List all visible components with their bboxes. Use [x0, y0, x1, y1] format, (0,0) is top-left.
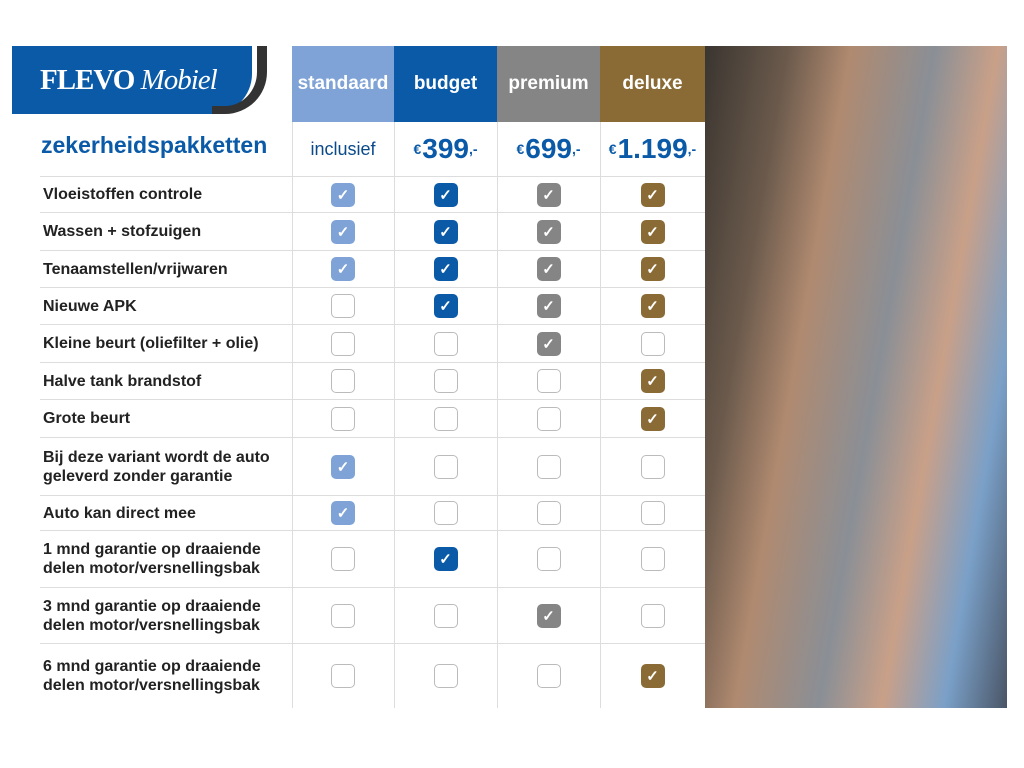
package-price-standaard: inclusief	[310, 138, 376, 159]
feature-row: Auto kan direct mee ✓	[40, 495, 705, 530]
checkbox-empty-icon	[536, 664, 561, 688]
checkbox-checked-icon: ✓	[331, 454, 355, 479]
brand-logo: FLEVO Mobiel	[12, 46, 267, 114]
checkbox-checked-icon: ✓	[640, 406, 665, 431]
checkbox-empty-icon	[536, 547, 561, 571]
checkbox-empty-icon	[536, 454, 561, 479]
feature-label: Tenaamstellen/vrijwaren	[43, 260, 228, 278]
feature-row: Halve tank brandstof ✓	[40, 362, 705, 399]
checkbox-empty-icon	[331, 294, 355, 318]
checkbox-checked-icon: ✓	[536, 294, 561, 318]
checkbox-empty-icon	[433, 603, 458, 628]
checkbox-checked-icon: ✓	[536, 603, 561, 628]
checkbox-checked-icon: ✓	[331, 182, 355, 207]
checkbox-checked-icon: ✓	[536, 219, 561, 244]
checkbox-checked-icon: ✓	[640, 369, 665, 393]
checkbox-empty-icon	[640, 331, 665, 356]
checkbox-empty-icon	[536, 406, 561, 431]
feature-row: Wassen + stofzuigen ✓ ✓ ✓ ✓	[40, 212, 705, 250]
package-price-budget: €399 ,-	[413, 133, 478, 164]
feature-label: 1 mnd garantie op draaiende delen motor/…	[43, 541, 261, 577]
feature-row: Bij deze variant wordt de auto geleverd …	[40, 437, 705, 495]
checkbox-checked-icon: ✓	[640, 257, 665, 281]
feature-row: 3 mnd garantie op draaiende delen motor/…	[40, 587, 705, 643]
column-divider	[394, 122, 395, 708]
checkbox-checked-icon: ✓	[640, 182, 665, 207]
package-price-premium: €699 ,-	[516, 133, 581, 164]
checkbox-checked-icon: ✓	[536, 331, 561, 356]
feature-row: Kleine beurt (oliefilter + olie) ✓	[40, 324, 705, 362]
feature-row: Tenaamstellen/vrijwaren ✓ ✓ ✓ ✓	[40, 250, 705, 287]
feature-label: 6 mnd garantie op draaiende delen motor/…	[43, 658, 261, 694]
feature-label: Wassen + stofzuigen	[43, 223, 202, 240]
package-header-budget: budget	[394, 46, 497, 122]
page-title: zekerheidspakketten	[41, 132, 268, 158]
checkbox-checked-icon: ✓	[640, 219, 665, 244]
column-divider	[292, 122, 293, 708]
checkbox-empty-icon	[433, 501, 458, 525]
checkbox-empty-icon	[640, 547, 665, 571]
feature-label: Nieuwe APK	[43, 297, 137, 315]
checkbox-checked-icon: ✓	[331, 219, 355, 244]
checkbox-empty-icon	[433, 369, 458, 393]
feature-row: Nieuwe APK ✓ ✓ ✓	[40, 287, 705, 324]
couple-in-car-photo	[705, 46, 1007, 708]
checkbox-checked-icon: ✓	[640, 294, 665, 318]
checkbox-empty-icon	[331, 664, 355, 688]
feature-label: 3 mnd garantie op draaiende delen motor/…	[43, 597, 261, 634]
checkbox-empty-icon	[331, 603, 355, 628]
checkbox-empty-icon	[433, 454, 458, 479]
package-header-standaard: standaard	[292, 46, 394, 122]
checkbox-checked-icon: ✓	[331, 257, 355, 281]
checkbox-empty-icon	[640, 603, 665, 628]
checkbox-checked-icon: ✓	[331, 501, 355, 525]
feature-label: Kleine beurt (oliefilter + olie)	[43, 335, 259, 352]
package-price-deluxe: €1.199 ,-	[608, 133, 697, 164]
checkbox-empty-icon	[433, 664, 458, 688]
feature-label: Auto kan direct mee	[43, 504, 196, 522]
checkbox-checked-icon: ✓	[433, 547, 458, 571]
column-divider	[600, 122, 601, 708]
checkbox-empty-icon	[640, 501, 665, 525]
package-header-deluxe: deluxe	[600, 46, 705, 122]
feature-row: Vloeistoffen controle ✓ ✓ ✓ ✓	[40, 176, 705, 212]
package-header-premium: premium	[497, 46, 600, 122]
checkbox-checked-icon: ✓	[433, 182, 458, 207]
checkbox-empty-icon	[331, 547, 355, 571]
feature-row: Grote beurt ✓	[40, 399, 705, 437]
checkbox-empty-icon	[433, 331, 458, 356]
feature-row: 6 mnd garantie op draaiende delen motor/…	[40, 643, 705, 708]
checkbox-checked-icon: ✓	[433, 294, 458, 318]
checkbox-empty-icon	[640, 454, 665, 479]
feature-row: 1 mnd garantie op draaiende delen motor/…	[40, 530, 705, 587]
column-divider	[497, 122, 498, 708]
checkbox-checked-icon: ✓	[433, 257, 458, 281]
feature-label: Grote beurt	[43, 410, 131, 427]
checkbox-checked-icon: ✓	[640, 664, 665, 688]
checkbox-empty-icon	[536, 369, 561, 393]
checkbox-empty-icon	[433, 406, 458, 431]
checkbox-checked-icon: ✓	[433, 219, 458, 244]
feature-label: Halve tank brandstof	[43, 372, 202, 390]
checkbox-empty-icon	[331, 406, 355, 431]
feature-label: Bij deze variant wordt de auto geleverd …	[43, 448, 270, 485]
checkbox-empty-icon	[536, 501, 561, 525]
checkbox-empty-icon	[331, 369, 355, 393]
checkbox-empty-icon	[331, 331, 355, 356]
checkbox-checked-icon: ✓	[536, 182, 561, 207]
feature-label: Vloeistoffen controle	[43, 186, 203, 203]
checkbox-checked-icon: ✓	[536, 257, 561, 281]
